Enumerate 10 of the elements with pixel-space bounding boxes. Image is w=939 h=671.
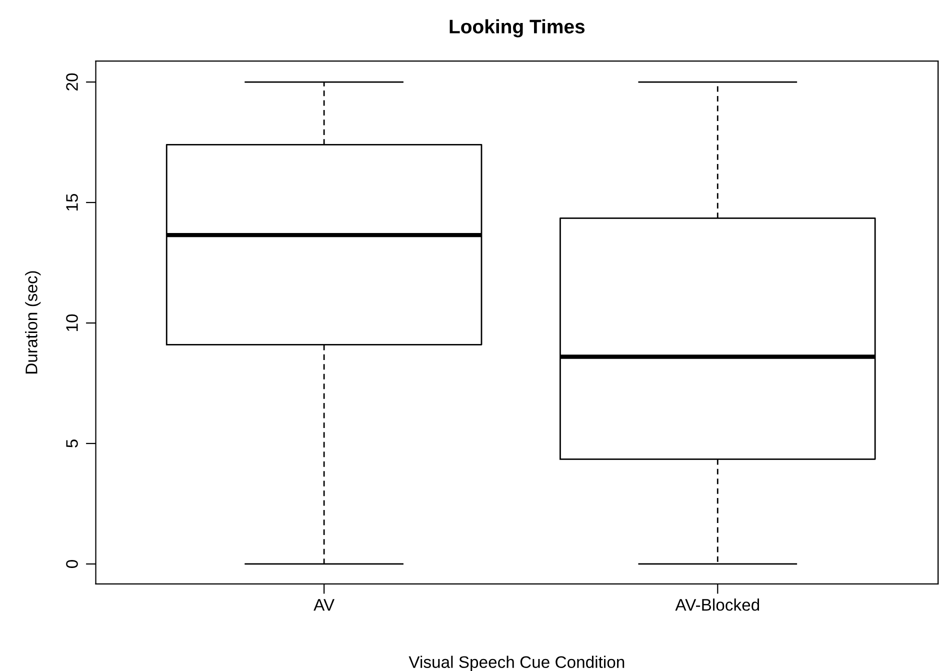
y-tick-label: 15 [66, 194, 78, 211]
y-tick-label: 20 [66, 73, 78, 90]
y-tick-label: 0 [66, 560, 78, 568]
y-tick-label: 10 [66, 314, 78, 331]
x-tick-label: AV [314, 599, 334, 611]
x-tick-label: AV-Blocked [675, 598, 760, 611]
y-axis-title: Duration (sec) [25, 271, 41, 374]
x-axis-title: Visual Speech Cue Condition [408, 656, 624, 671]
y-tick-label: 5 [66, 440, 78, 448]
chart-title: Looking Times [450, 19, 585, 38]
